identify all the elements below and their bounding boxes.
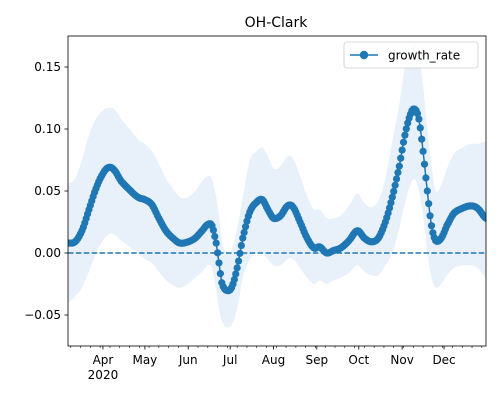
y-tick-label: 0.10 [34,122,61,136]
data-point [232,270,240,278]
data-point [418,135,426,143]
data-point [233,264,241,272]
data-point [401,131,409,139]
x-tick-year-label: 2020 [88,368,119,382]
data-point [419,147,427,155]
x-tick-label: May [132,353,157,367]
data-point [237,241,245,250]
x-tick-label: Jun [178,353,198,367]
data-point [416,124,424,132]
data-point [236,249,244,257]
x-tick-label: Oct [348,353,369,367]
plot-area [68,44,486,328]
data-point [425,200,433,208]
data-point [399,138,408,146]
series-markers [68,105,486,295]
x-tick-label: Dec [432,353,455,367]
data-point [390,187,398,195]
x-tick-label: Jul [222,353,237,367]
data-point [240,228,248,237]
data-point [216,270,224,278]
x-tick-label: Apr [93,353,114,367]
data-point [392,175,401,183]
x-tick-label: Nov [390,353,413,367]
data-point [415,115,423,123]
data-point [395,162,403,170]
data-point [239,234,247,242]
legend-marker-swatch [359,50,369,60]
data-point [427,222,436,230]
data-point [213,249,222,257]
legend-box [343,41,479,69]
legend: growth_rate [343,41,479,69]
data-point [422,174,430,182]
data-point [234,257,243,265]
confidence-band [68,44,486,328]
y-tick-label: 0.15 [34,60,61,74]
data-point [394,168,402,177]
data-point [482,214,486,222]
data-point [423,187,431,195]
y-tick-label: 0.05 [34,184,61,198]
data-point [241,223,250,231]
data-point [230,275,238,284]
x-tick-label: Aug [262,353,285,367]
chart-title: OH-Clark [245,15,309,31]
data-point [397,154,405,162]
x-tick-label: Sep [306,353,329,367]
y-tick-label: 0.00 [34,246,61,260]
legend-label: growth_rate [388,49,460,63]
data-point [420,160,429,168]
data-point [413,109,422,118]
data-point [212,239,220,247]
data-point [387,199,395,207]
data-point [209,226,217,234]
y-tick-label: −0.05 [24,308,61,322]
data-point [402,125,410,133]
data-point [215,259,223,267]
data-point [391,181,399,189]
data-point [426,212,434,220]
data-point [388,193,396,201]
data-point [211,232,219,241]
data-point [398,146,406,154]
